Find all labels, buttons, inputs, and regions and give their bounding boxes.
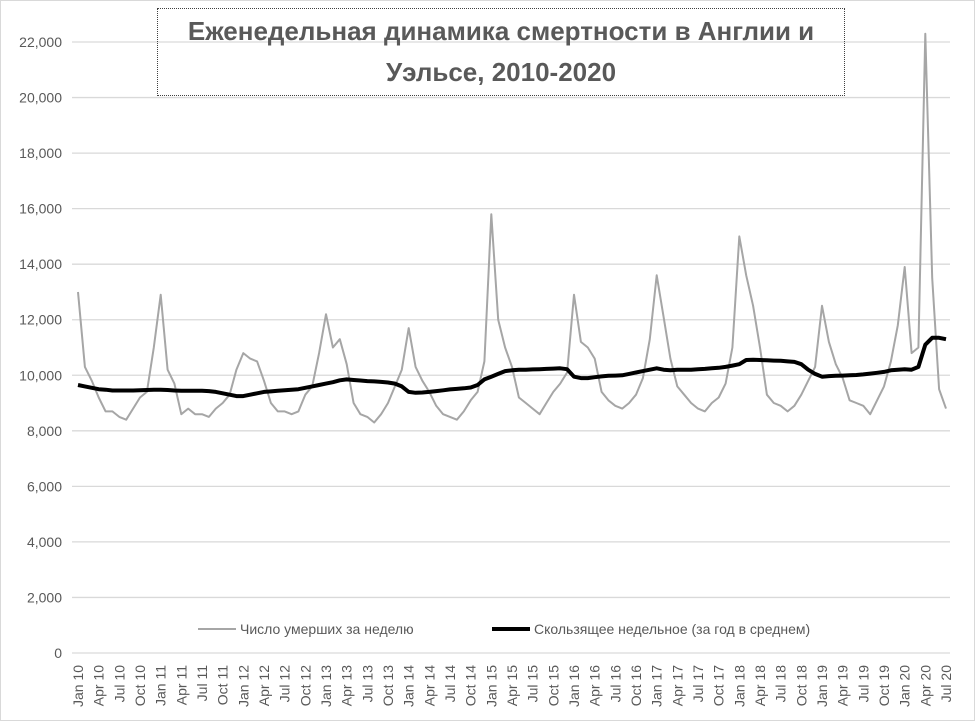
x-tick-label: Oct 16 bbox=[628, 665, 644, 706]
y-tick-label: 4,000 bbox=[27, 534, 62, 550]
x-tick-label: Jul 11 bbox=[194, 665, 210, 702]
legend-swatch-moving-average bbox=[492, 627, 530, 631]
x-tick-label: Oct 13 bbox=[380, 665, 396, 706]
x-tick-label: Jan 11 bbox=[153, 665, 169, 706]
x-tick-label: Jan 16 bbox=[566, 665, 582, 707]
x-tick-label: Jan 15 bbox=[483, 665, 499, 707]
x-tick-label: Oct 17 bbox=[711, 665, 727, 706]
x-tick-label: Jan 10 bbox=[70, 665, 86, 707]
x-tick-label: Apr 13 bbox=[339, 665, 355, 706]
x-tick-label: Oct 11 bbox=[215, 665, 231, 705]
x-tick-label: Oct 15 bbox=[545, 665, 561, 706]
x-tick-label: Jul 16 bbox=[607, 665, 623, 703]
y-tick-label: 22,000 bbox=[19, 34, 62, 50]
x-tick-label: Jan 17 bbox=[649, 665, 665, 707]
y-tick-label: 8,000 bbox=[27, 423, 62, 439]
x-tick-label: Jul 14 bbox=[442, 665, 458, 703]
x-tick-label: Jul 17 bbox=[690, 665, 706, 703]
x-tick-label: Apr 17 bbox=[669, 665, 685, 706]
x-tick-label: Jan 13 bbox=[318, 665, 334, 707]
x-tick-label: Jul 13 bbox=[359, 665, 375, 703]
y-tick-label: 20,000 bbox=[19, 90, 62, 106]
y-tick-label: 18,000 bbox=[19, 145, 62, 161]
x-tick-label: Apr 12 bbox=[256, 665, 272, 706]
x-tick-label: Apr 14 bbox=[421, 665, 437, 706]
legend-item-moving-average: Скользящее недельное (за год в среднем) bbox=[492, 621, 810, 637]
x-tick-label: Jul 19 bbox=[855, 665, 871, 703]
x-tick-label: Jul 15 bbox=[525, 665, 541, 703]
x-tick-label: Jan 12 bbox=[235, 665, 251, 707]
chart-title: Еженедельная динамика смертности в Англи… bbox=[187, 16, 815, 87]
y-tick-label: 2,000 bbox=[27, 589, 62, 605]
y-tick-label: 14,000 bbox=[19, 256, 62, 272]
x-tick-label: Apr 19 bbox=[835, 665, 851, 706]
x-tick-label: Oct 19 bbox=[876, 665, 892, 706]
x-tick-label: Oct 14 bbox=[463, 665, 479, 706]
x-tick-label: Apr 10 bbox=[91, 665, 107, 706]
legend-label-moving-average: Скользящее недельное (за год в среднем) bbox=[534, 621, 811, 637]
x-tick-label: Jul 10 bbox=[111, 665, 127, 703]
x-tick-label: Jan 18 bbox=[731, 665, 747, 707]
series-line-moving-average bbox=[77, 335, 947, 399]
x-tick-label: Jan 14 bbox=[401, 665, 417, 707]
series-line-weekly bbox=[77, 32, 947, 424]
x-tick-label: Apr 16 bbox=[587, 665, 603, 706]
y-tick-label: 12,000 bbox=[19, 312, 62, 328]
x-tick-label: Apr 11 bbox=[173, 665, 189, 705]
x-tick-label: Jan 19 bbox=[814, 665, 830, 707]
x-tick-label: Jul 18 bbox=[773, 665, 789, 703]
x-tick-label: Jan 20 bbox=[897, 665, 913, 707]
y-tick-label: 16,000 bbox=[19, 201, 62, 217]
chart-title-box: Еженедельная динамика смертности в Англи… bbox=[157, 8, 845, 96]
legend-item-weekly: Число умерших за неделю bbox=[198, 621, 414, 637]
y-tick-label: 0 bbox=[54, 645, 62, 661]
x-tick-label: Jul 12 bbox=[277, 665, 293, 703]
legend-swatch-weekly bbox=[198, 628, 236, 630]
x-tick-label: Apr 20 bbox=[917, 665, 933, 706]
x-tick-label: Oct 18 bbox=[793, 665, 809, 706]
x-tick-label: Apr 18 bbox=[752, 665, 768, 706]
x-tick-label: Oct 12 bbox=[297, 665, 313, 706]
x-tick-label: Oct 10 bbox=[132, 665, 148, 706]
legend-label-weekly: Число умерших за неделю bbox=[240, 621, 414, 637]
y-tick-label: 10,000 bbox=[19, 367, 62, 383]
x-tick-label: Apr 15 bbox=[504, 665, 520, 706]
x-tick-label: Jul 20 bbox=[938, 665, 954, 703]
y-tick-label: 6,000 bbox=[27, 478, 62, 494]
